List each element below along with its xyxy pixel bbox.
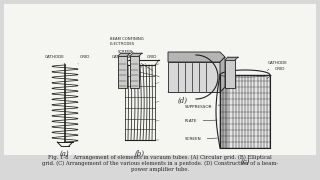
Text: ← PLATE: ← PLATE <box>220 74 236 85</box>
Text: GRID: GRID <box>78 55 90 64</box>
Polygon shape <box>168 87 225 92</box>
Text: (a): (a) <box>60 150 70 158</box>
Polygon shape <box>220 57 225 92</box>
FancyBboxPatch shape <box>118 56 127 88</box>
Polygon shape <box>225 57 238 60</box>
Text: Fig. 1-8   Arrangement of elements in vacuum tubes. (A) Circular grid. (B) Ellip: Fig. 1-8 Arrangement of elements in vacu… <box>48 155 272 160</box>
FancyBboxPatch shape <box>220 75 228 148</box>
Text: BEAM CONFINING
ELECTRODES: BEAM CONFINING ELECTRODES <box>110 37 144 68</box>
Text: SCREEN
CATHODE: SCREEN CATHODE <box>118 50 153 71</box>
FancyBboxPatch shape <box>220 75 270 148</box>
Text: (d): (d) <box>178 97 188 105</box>
Text: SUPPRESSOR: SUPPRESSOR <box>185 105 220 109</box>
Text: GRID: GRID <box>120 67 159 76</box>
Polygon shape <box>130 53 142 56</box>
FancyBboxPatch shape <box>225 60 235 88</box>
Text: CATHODE: CATHODE <box>45 55 65 64</box>
Text: GRID: GRID <box>145 55 157 64</box>
FancyBboxPatch shape <box>4 4 316 155</box>
Text: CATHODE: CATHODE <box>112 55 132 64</box>
Text: PLATE: PLATE <box>185 119 217 123</box>
Text: CATHODE: CATHODE <box>267 61 288 70</box>
Text: (b): (b) <box>135 150 145 158</box>
Text: (c): (c) <box>240 158 250 166</box>
Text: GRID: GRID <box>267 67 285 78</box>
Polygon shape <box>168 52 225 62</box>
FancyBboxPatch shape <box>130 56 139 88</box>
Text: grid. (C) Arrangement of the various elements in a pentode. (D) Construction of : grid. (C) Arrangement of the various ele… <box>42 161 278 166</box>
Text: power amplifier tube.: power amplifier tube. <box>131 167 189 172</box>
Polygon shape <box>168 62 220 92</box>
Text: SCREEN: SCREEN <box>185 137 217 141</box>
Polygon shape <box>118 53 130 56</box>
